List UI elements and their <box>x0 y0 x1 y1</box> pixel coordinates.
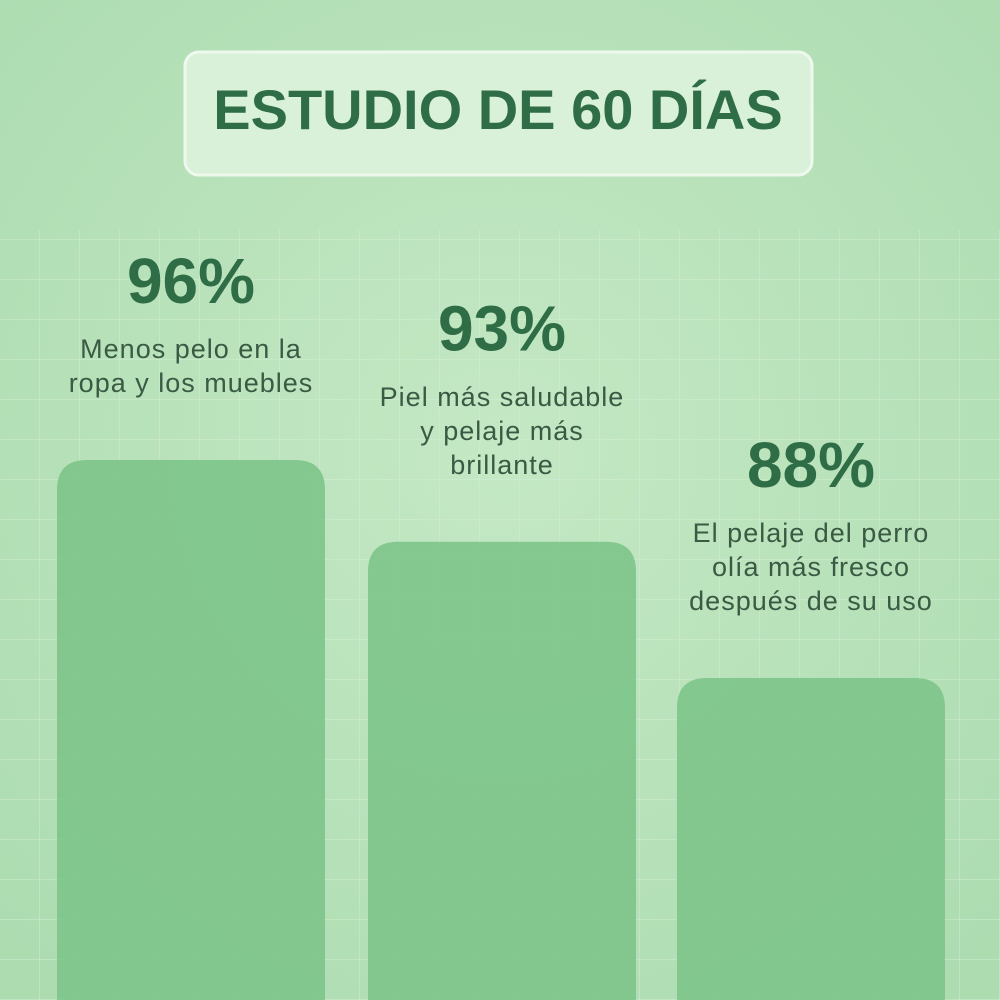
bar <box>368 541 636 1000</box>
description: El pelaje del perro <box>693 518 930 548</box>
description: Piel más saludable <box>380 382 625 412</box>
bar <box>57 460 325 1000</box>
bar <box>677 678 945 1000</box>
description: Menos pelo en la <box>80 334 302 364</box>
value-label: 88% <box>747 429 875 501</box>
description: ropa y los muebles <box>69 368 314 398</box>
description: brillante <box>450 450 554 480</box>
title-box <box>183 50 814 177</box>
value-label: 93% <box>438 293 566 365</box>
value-label: 96% <box>127 245 255 317</box>
description: olía más fresco <box>712 552 910 582</box>
description: y pelaje más <box>420 416 584 446</box>
description: después de su uso <box>689 586 933 616</box>
chart-title: ESTUDIO DE 60 DÍAS <box>213 78 782 141</box>
